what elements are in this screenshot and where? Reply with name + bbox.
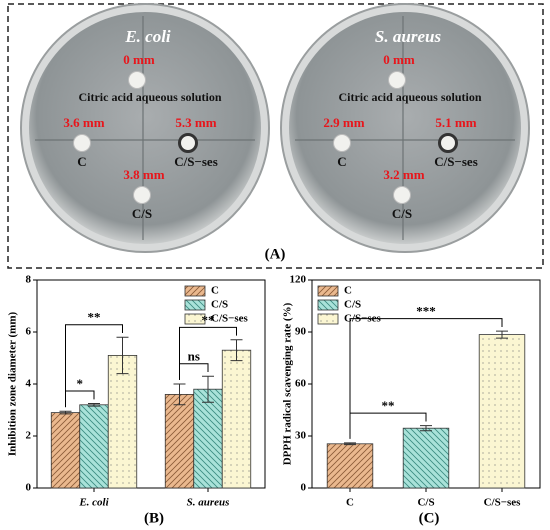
y-axis-label: DPPH radical scavenging rate (%) (282, 302, 294, 465)
panel-label: (A) (265, 246, 286, 262)
y-tick-label: 120 (290, 274, 307, 286)
panel-label: (B) (144, 510, 164, 526)
disk (128, 71, 146, 89)
disk-label: C/S (392, 206, 412, 221)
bar (478, 334, 526, 489)
y-tick-label: 0 (26, 482, 32, 494)
y-tick-label: 60 (295, 378, 307, 390)
zone-label: 3.2 mm (383, 167, 424, 182)
bar (402, 427, 450, 489)
dish-title: E. coli (124, 27, 171, 46)
y-tick-label: 30 (295, 430, 307, 442)
bar (164, 393, 195, 489)
disk-label: C (337, 154, 346, 169)
error-bar (496, 330, 508, 339)
zone-label: 5.1 mm (435, 115, 476, 130)
y-axis-label: Inhibition zone diameter (mm) (7, 312, 19, 457)
disk-label: C (77, 154, 86, 169)
panel-a-frame (7, 3, 544, 269)
error-bar (173, 383, 186, 406)
y-tick-label: 4 (26, 378, 32, 390)
significance-label: *** (416, 304, 436, 319)
x-tick-label: C/S−ses (484, 497, 522, 509)
error-bar (202, 375, 214, 403)
disk-label: C/S (132, 206, 152, 221)
y-tick-label: 0 (301, 482, 307, 494)
disk (178, 133, 198, 153)
y-tick-label: 6 (26, 326, 32, 338)
significance-label: ** (88, 310, 101, 325)
legend-label: C (211, 285, 219, 297)
zone-label: 0 mm (383, 52, 415, 67)
y-tick-label: 90 (295, 326, 307, 338)
error-bar (420, 425, 432, 432)
legend-swatch (317, 285, 339, 297)
significance-bracket (65, 390, 95, 408)
legend-swatch (184, 313, 206, 325)
significance-bracket (179, 363, 209, 380)
y-tick-label: 2 (26, 430, 32, 442)
legend-swatch (184, 285, 206, 297)
zone-label: 0 mm (123, 52, 155, 67)
significance-label: ** (382, 398, 395, 413)
legend-label: C/S (344, 299, 361, 311)
legend-label: C/S (211, 299, 228, 311)
significance-label: * (77, 376, 84, 391)
error-bar (116, 336, 129, 375)
dish-title: S. aureus (375, 27, 442, 46)
bar (221, 349, 252, 489)
solution-label: Citric acid aqueous solution (78, 90, 221, 104)
zone-label: 5.3 mm (175, 115, 216, 130)
solution-label: Citric acid aqueous solution (338, 90, 481, 104)
bar (79, 404, 109, 489)
petri-dish (289, 12, 521, 244)
disk (388, 71, 406, 89)
x-tick-label: C (346, 497, 354, 509)
bar (193, 388, 223, 489)
disk (438, 133, 458, 153)
legend-label: C/S−ses (211, 313, 249, 325)
petri-dish (29, 12, 261, 244)
zone-label: 2.9 mm (323, 115, 364, 130)
bar (326, 443, 374, 489)
x-tick-label: C/S (417, 497, 434, 509)
significance-bracket (65, 324, 123, 408)
bar (107, 354, 138, 489)
disk (393, 186, 411, 204)
legend-swatch (184, 299, 206, 311)
error-bar (344, 442, 356, 446)
significance-label: ns (188, 349, 200, 364)
legend-label: C (344, 285, 352, 297)
disk (133, 186, 151, 204)
legend-swatch (317, 299, 339, 311)
significance-label: ** (202, 312, 215, 327)
significance-bracket (179, 326, 237, 380)
panel-label: (C) (419, 510, 440, 526)
disk-label: C/S−ses (434, 154, 478, 169)
significance-bracket (349, 318, 503, 439)
zone-label: 3.6 mm (63, 115, 104, 130)
disk (73, 134, 91, 152)
x-tick-label: S. aureus (187, 497, 230, 509)
zone-label: 3.8 mm (123, 167, 164, 182)
x-tick-label: E. coli (78, 497, 109, 509)
y-tick-label: 8 (26, 274, 32, 286)
bar (50, 412, 81, 489)
disk-label: C/S−ses (174, 154, 218, 169)
disk (333, 134, 351, 152)
legend-swatch (317, 313, 339, 325)
error-bar (230, 339, 243, 362)
error-bar (88, 403, 100, 407)
error-bar (59, 410, 72, 415)
